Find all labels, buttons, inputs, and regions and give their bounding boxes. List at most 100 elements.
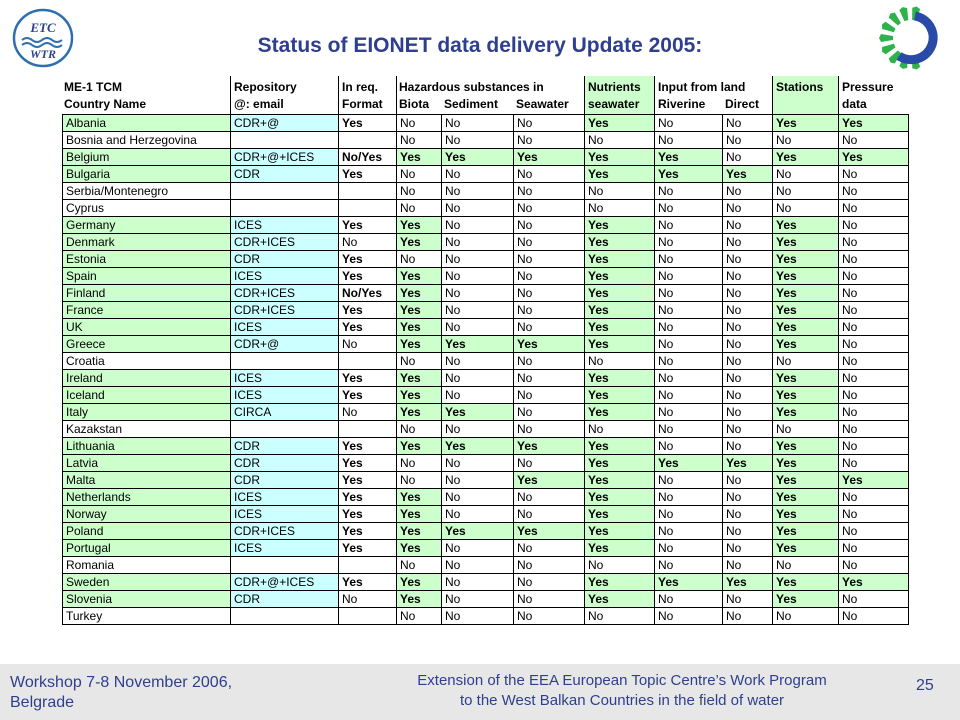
header-riverine: Riverine <box>658 97 706 111</box>
cell-country: France <box>62 301 231 319</box>
cell-country: Finland <box>62 284 231 302</box>
cell-stations: Yes <box>772 573 839 591</box>
cell-nutrients: Yes <box>584 369 655 387</box>
cell-nutrients: Yes <box>584 454 655 472</box>
cell-nutrients: No <box>584 199 655 217</box>
cell-riverine: Yes <box>654 148 723 166</box>
cell-repository: ICES <box>230 216 339 234</box>
cell-sediment: No <box>441 369 514 387</box>
cell-repository: CIRCA <box>230 403 339 421</box>
cell-nutrients: Yes <box>584 403 655 421</box>
cell-in-req-format: Yes <box>338 454 397 472</box>
cell-seawater: No <box>513 573 585 591</box>
cell-direct: No <box>722 369 773 387</box>
etc-wtr-logo: ETC WTR <box>12 8 74 68</box>
cell-riverine: No <box>654 386 723 404</box>
cell-riverine: No <box>654 352 723 370</box>
table-header: ME-1 TCM Country Name Repository @: emai… <box>60 76 908 114</box>
cell-sediment: No <box>441 590 514 608</box>
cell-repository: CDR+@ <box>230 114 339 132</box>
header-hazardous: Hazardous substances in <box>399 80 544 94</box>
header-nutrients-1: Nutrients <box>588 80 641 94</box>
cell-country: Iceland <box>62 386 231 404</box>
cell-pressure: No <box>838 352 909 370</box>
cell-stations: Yes <box>772 539 839 557</box>
cell-in-req-format: Yes <box>338 437 397 455</box>
cell-direct: No <box>722 318 773 336</box>
cell-riverine: No <box>654 590 723 608</box>
svg-text:WTR: WTR <box>30 47 56 61</box>
table-row: Croatia No No No No No No No No <box>62 352 909 370</box>
cell-in-req-format: Yes <box>338 267 397 285</box>
cell-biota: No <box>396 454 442 472</box>
table-row: Bulgaria CDR Yes No No No Yes Yes Yes No No <box>62 165 909 183</box>
cell-country: UK <box>62 318 231 336</box>
cell-biota: No <box>396 250 442 268</box>
cell-riverine: Yes <box>654 573 723 591</box>
header-repository-1: Repository <box>234 80 297 94</box>
cell-nutrients: Yes <box>584 114 655 132</box>
page-number: 25 <box>916 677 934 694</box>
cell-in-req-format <box>338 420 397 438</box>
cell-in-req-format: No <box>338 233 397 251</box>
cell-pressure: No <box>838 386 909 404</box>
cell-country: Estonia <box>62 250 231 268</box>
cell-sediment: No <box>441 471 514 489</box>
cell-direct: No <box>722 437 773 455</box>
cell-stations: Yes <box>772 369 839 387</box>
cell-repository <box>230 182 339 200</box>
cell-pressure: No <box>838 250 909 268</box>
cell-stations: No <box>772 131 839 149</box>
cell-seawater: No <box>513 505 585 523</box>
cell-biota: No <box>396 131 442 149</box>
cell-seawater: No <box>513 165 585 183</box>
cell-in-req-format: Yes <box>338 250 397 268</box>
cell-country: Denmark <box>62 233 231 251</box>
cell-stations: Yes <box>772 284 839 302</box>
cell-nutrients: No <box>584 420 655 438</box>
cell-nutrients: Yes <box>584 233 655 251</box>
cell-stations: Yes <box>772 250 839 268</box>
table-row: Cyprus No No No No No No No No <box>62 199 909 217</box>
cell-sediment: Yes <box>441 335 514 353</box>
cell-direct: No <box>722 539 773 557</box>
cell-repository <box>230 199 339 217</box>
header-stations: Stations <box>776 80 824 94</box>
table-row: Ireland ICES Yes Yes No No Yes No No Yes No <box>62 369 909 387</box>
table-row: Finland CDR+ICES No/Yes Yes No No Yes No No Yes No <box>62 284 909 302</box>
header-inreq-1: In req. <box>342 80 379 94</box>
cell-country: Norway <box>62 505 231 523</box>
cell-seawater: Yes <box>513 148 585 166</box>
cell-sediment: No <box>441 250 514 268</box>
cell-sediment: Yes <box>441 403 514 421</box>
cell-stations: No <box>772 556 839 574</box>
cell-stations: No <box>772 165 839 183</box>
cell-nutrients: Yes <box>584 318 655 336</box>
cell-in-req-format: No <box>338 335 397 353</box>
cell-riverine: No <box>654 403 723 421</box>
header-repository-2: @: email <box>234 97 284 111</box>
cell-repository: CDR <box>230 471 339 489</box>
cell-direct: No <box>722 505 773 523</box>
table-row: Italy CIRCA No Yes Yes No Yes No No Yes No <box>62 403 909 421</box>
cell-biota: Yes <box>396 318 442 336</box>
cell-pressure: No <box>838 233 909 251</box>
cell-pressure: No <box>838 301 909 319</box>
cell-riverine: No <box>654 369 723 387</box>
cell-stations: Yes <box>772 267 839 285</box>
cell-seawater: No <box>513 556 585 574</box>
cell-riverine: No <box>654 539 723 557</box>
cell-stations: Yes <box>772 437 839 455</box>
cell-sediment: No <box>441 607 514 625</box>
cell-biota: No <box>396 607 442 625</box>
cell-nutrients: No <box>584 607 655 625</box>
cell-seawater: No <box>513 233 585 251</box>
table-row: Turkey No No No No No No No No <box>62 607 909 625</box>
table-row: Spain ICES Yes Yes No No Yes No No Yes No <box>62 267 909 285</box>
table-row: Germany ICES Yes Yes No No Yes No No Yes No <box>62 216 909 234</box>
header-seawater: Seawater <box>516 97 569 111</box>
cell-seawater: No <box>513 539 585 557</box>
cell-in-req-format: Yes <box>338 114 397 132</box>
footer-bar <box>0 664 960 720</box>
table-row: Greece CDR+@ No Yes Yes Yes Yes No No Yes No <box>62 335 909 353</box>
